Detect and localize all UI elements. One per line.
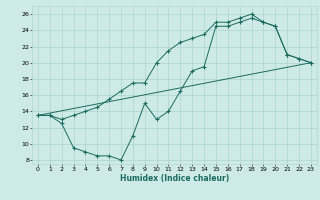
X-axis label: Humidex (Indice chaleur): Humidex (Indice chaleur) (120, 174, 229, 183)
